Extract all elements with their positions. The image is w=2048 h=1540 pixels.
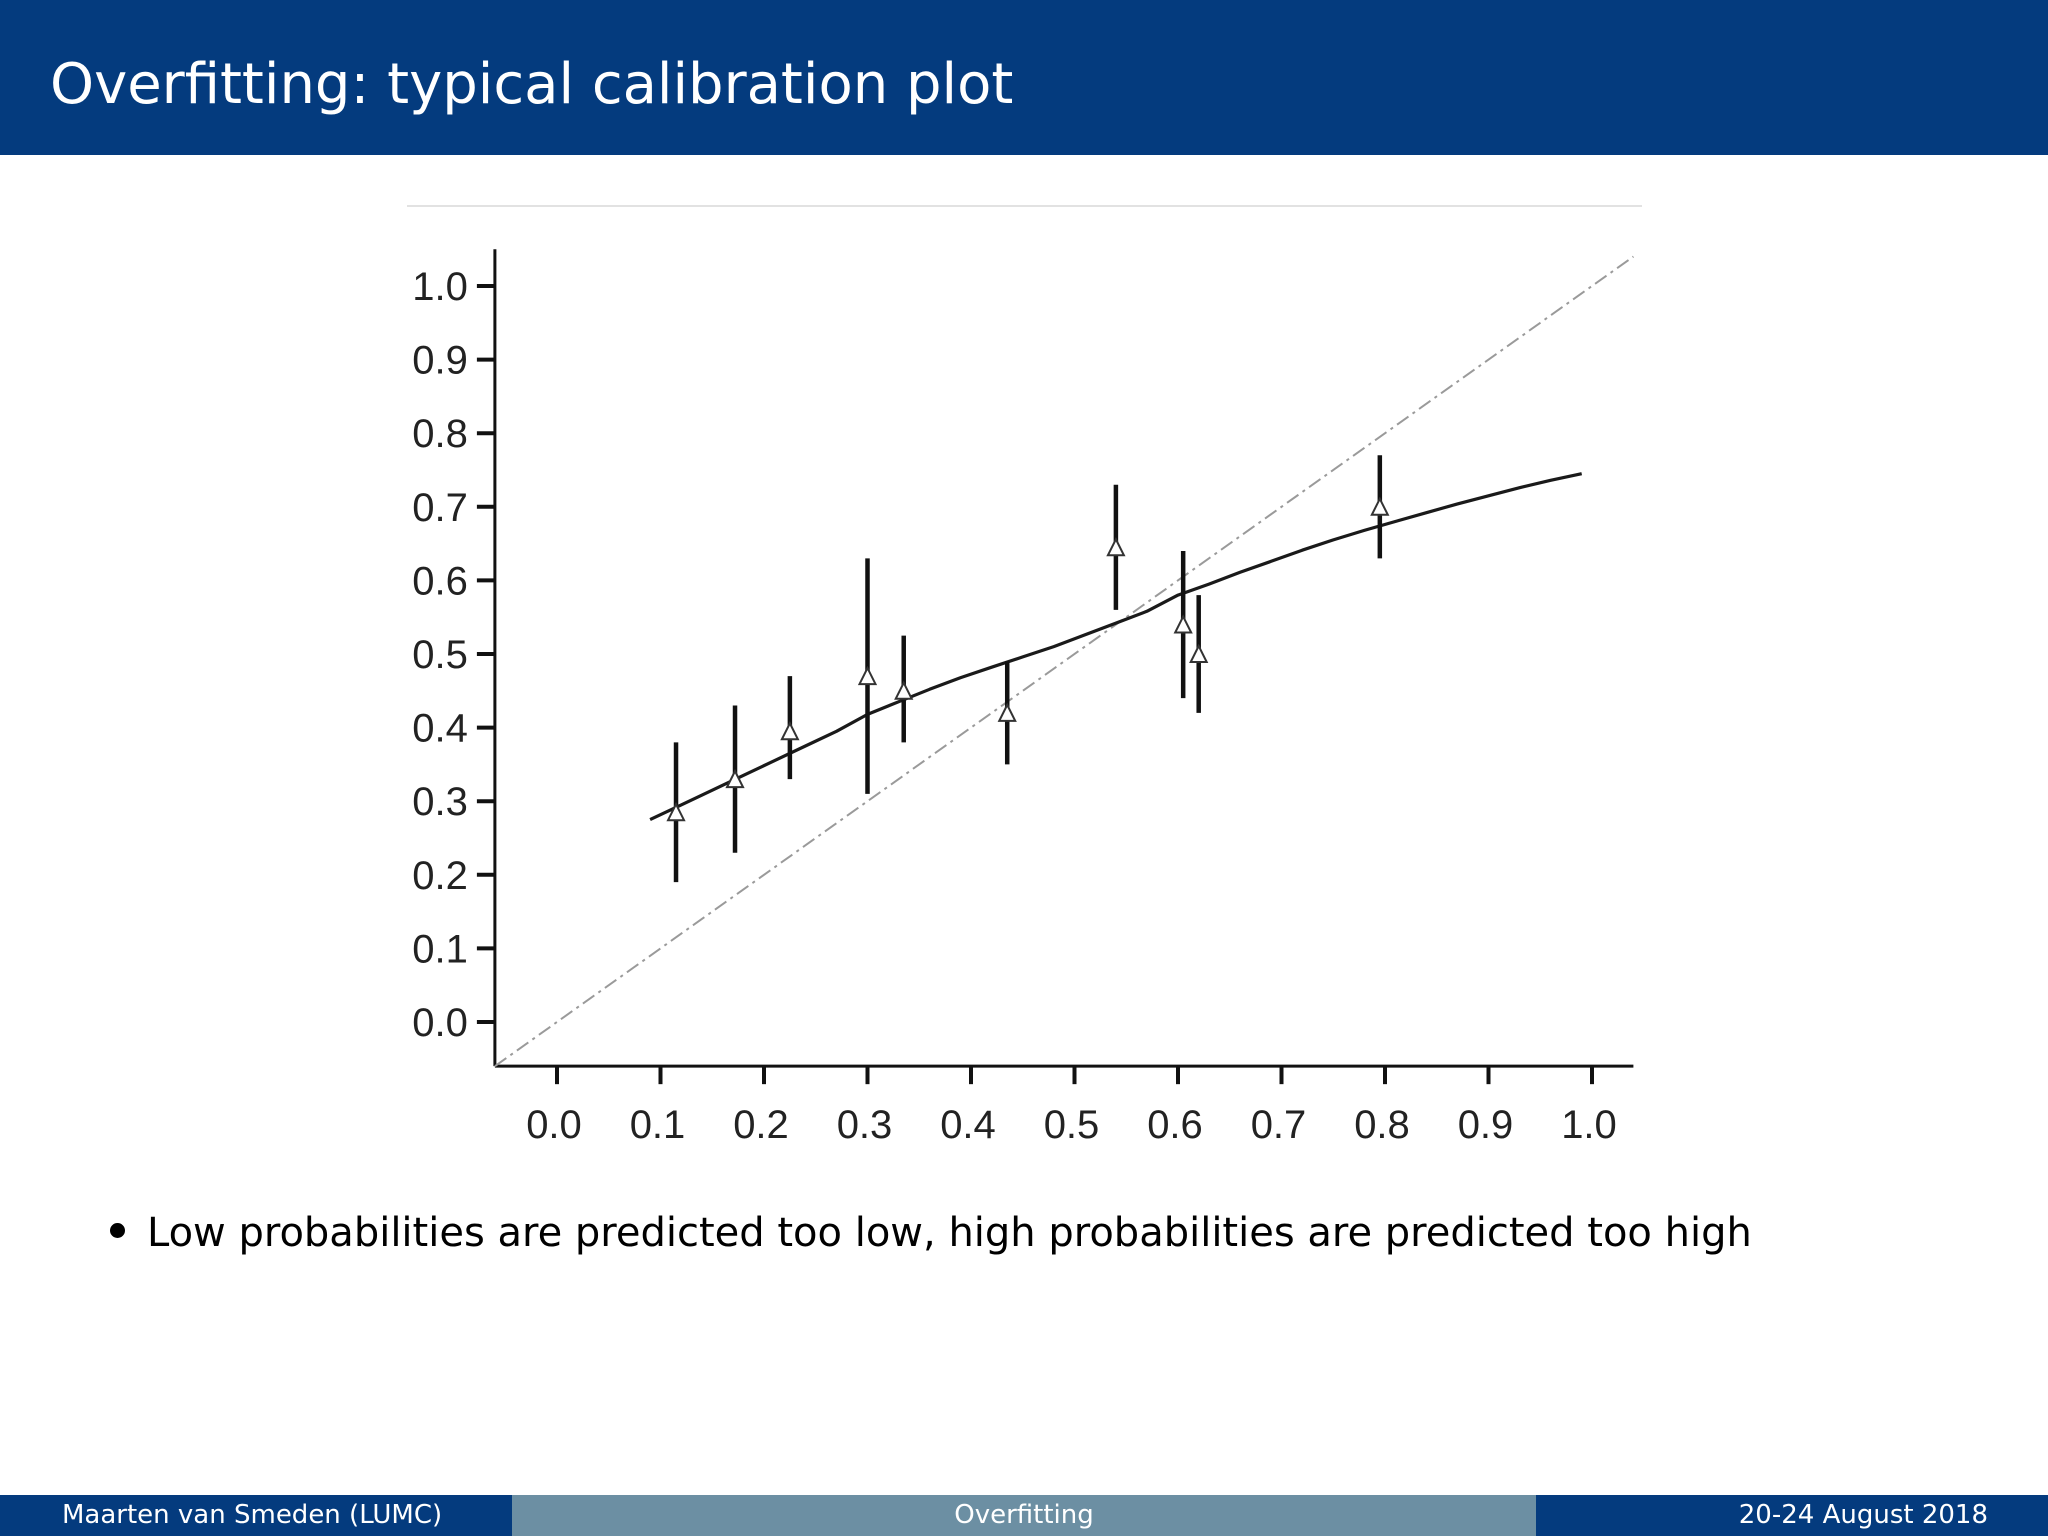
calibration-curve [649,472,1583,822]
observed-point-triangle [894,680,914,700]
x-tick-label: 0.0 [526,1103,582,1147]
y-tick-label: 0.1 [412,927,468,971]
x-tick-label: 0.6 [1147,1103,1203,1147]
chart-marks [494,255,1634,1067]
x-tick-label: 0.3 [837,1103,893,1147]
footer-author: Maarten van Smeden (LUMC) [0,1495,512,1536]
x-tick-label: 0.4 [940,1103,996,1147]
observed-point-triangle [857,665,878,686]
observed-point-triangle [666,802,686,822]
x-tick-label: 0.1 [630,1103,686,1147]
observed-point-triangle [1173,614,1193,634]
observed-point-triangle [1189,643,1209,663]
y-tick-label: 0.4 [412,707,468,751]
observed-point-triangle [725,768,745,789]
x-tick-label: 0.7 [1251,1103,1307,1147]
bullet-item: Low probabilities are predicted too low,… [110,1210,1752,1256]
y-tick-label: 0.6 [412,559,468,603]
observed-point-triangle [1370,496,1390,516]
y-tick-label: 0.2 [412,854,468,898]
y-tick-label: 0.9 [412,339,468,383]
footer-date: 20-24 August 2018 [1536,1495,2048,1536]
x-tick-label: 0.2 [733,1103,789,1147]
slide-title: Overfitting: typical calibration plot [50,52,1014,117]
observed-point-triangle [997,702,1017,722]
x-tick-label: 0.9 [1458,1103,1514,1147]
reference-diagonal-line [494,255,1634,1067]
y-tick-label: 1.0 [412,265,468,309]
y-tick-label: 0.5 [412,633,468,677]
y-tick-label: 0.3 [412,780,468,824]
y-tick-label: 0.0 [412,1001,468,1045]
x-tick-label: 0.8 [1354,1103,1410,1147]
chart-axes: 0.0 0.1 0.2 0.3 0.4 0.5 0.6 0.7 0.8 0.9 1.0 0.0 0.1 0… [412,249,1634,1147]
y-tick-label: 0.7 [412,486,468,530]
x-tick-label: 1.0 [1561,1103,1617,1147]
observed-point-triangle [1106,537,1126,557]
footer-section: Overfitting [512,1495,1536,1536]
observed-point-triangle [780,721,800,741]
y-tick-label: 0.8 [412,412,468,456]
x-tick-label: 0.5 [1044,1103,1100,1147]
bullet-text: Low probabilities are predicted too low,… [147,1210,1752,1256]
footer-bar: Maarten van Smeden (LUMC) Overfitting 20… [0,1495,2048,1536]
title-bar: Overfitting: typical calibration plot [0,0,2048,155]
bullet-dot [110,1223,125,1238]
